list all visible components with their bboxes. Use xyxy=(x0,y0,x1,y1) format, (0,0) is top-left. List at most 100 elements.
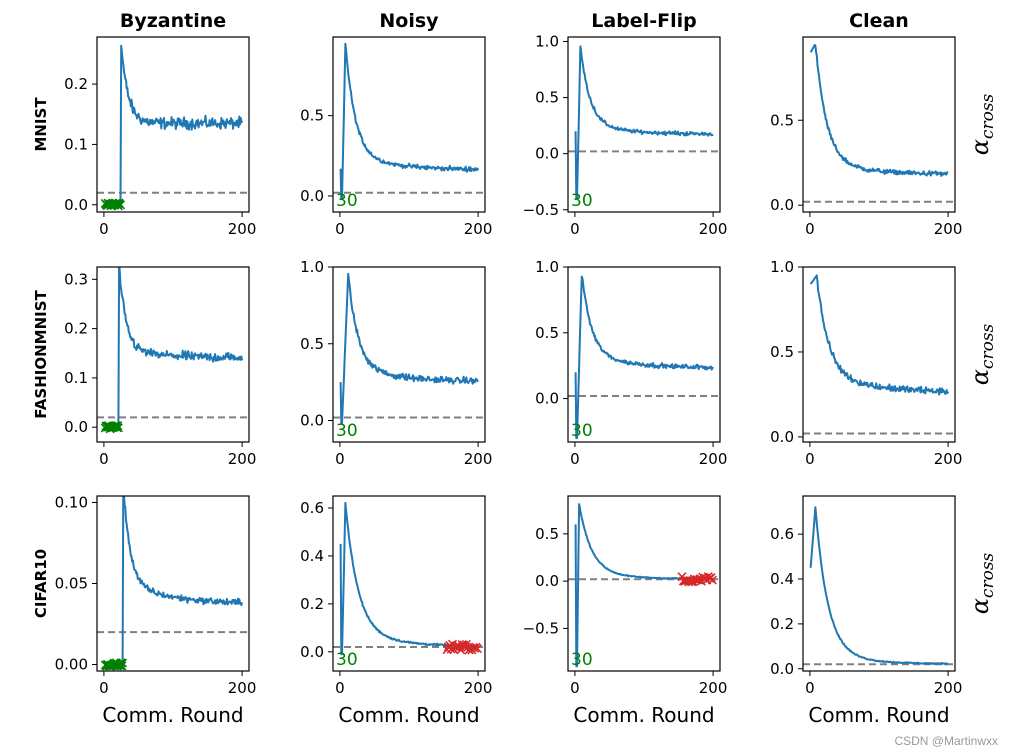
flag-marker xyxy=(118,658,128,668)
y-tick-label: 0.10 xyxy=(55,493,88,511)
x-axis-label: Comm. Round xyxy=(338,703,479,727)
x-tick-label: 200 xyxy=(228,220,257,238)
annotation-label: 30 xyxy=(571,421,593,441)
y-tick-label: 0.3 xyxy=(64,270,88,288)
axes-frame xyxy=(332,495,486,672)
y-tick-label: 0.5 xyxy=(770,343,794,361)
column-title-label-flip: Label-Flip xyxy=(591,10,696,32)
y-tick-label: 0.0 xyxy=(535,145,559,163)
annotation-label: 30 xyxy=(336,191,358,211)
series-line xyxy=(574,45,714,200)
y-tick-label: 0.2 xyxy=(64,75,88,93)
panel-mnist-label-flip: −0.5 0.0 0.5 1.0 0 200 30 xyxy=(523,32,728,238)
x-tick-label: 200 xyxy=(699,220,728,238)
x-tick-label: 0 xyxy=(335,220,345,238)
y-tick-label: 0.5 xyxy=(535,525,559,543)
panel-cifar10-clean: 0.0 0.2 0.4 0.6 0 200 xyxy=(770,495,963,697)
x-tick-label: 200 xyxy=(934,220,963,238)
x-axis-label: Comm. Round xyxy=(808,703,949,727)
flag-marker xyxy=(113,421,123,431)
panel-fashionmnist-byzantine: 0.0 0.1 0.2 0.3 0 200 xyxy=(64,266,257,468)
row-label-fashionmnist: FASHIONMNIST xyxy=(32,290,50,419)
x-tick-label: 0 xyxy=(99,450,109,468)
panel-mnist-byzantine: 0.0 0.1 0.2 0 200 xyxy=(64,36,257,238)
y-axis-label: αcross xyxy=(966,552,998,614)
y-tick-label: 0.4 xyxy=(770,570,794,588)
series-line xyxy=(809,44,949,177)
panel-mnist-clean: 0.0 0.5 0 200 xyxy=(770,36,963,238)
row-label-cifar10: CIFAR10 xyxy=(32,549,50,618)
y-tick-label: 1.0 xyxy=(770,258,794,276)
x-tick-label: 200 xyxy=(934,679,963,697)
series-line xyxy=(574,275,714,440)
column-title-noisy: Noisy xyxy=(379,10,439,32)
y-axis-label: αcross xyxy=(966,93,998,155)
x-tick-label: 0 xyxy=(335,450,345,468)
watermark: CSDN @Martinwxx xyxy=(894,734,998,748)
y-tick-label: 0.1 xyxy=(64,135,88,153)
bad-marker xyxy=(472,644,482,654)
series-line xyxy=(339,501,479,656)
annotation-label: 30 xyxy=(336,650,358,670)
axes-frame xyxy=(567,495,721,672)
y-tick-label: 0.2 xyxy=(64,320,88,338)
x-tick-label: 0 xyxy=(805,679,815,697)
y-tick-label: 0.6 xyxy=(300,499,324,517)
x-axis-label: Comm. Round xyxy=(573,703,714,727)
y-tick-label: 0.0 xyxy=(770,428,794,446)
axes-frame xyxy=(332,36,486,213)
panel-mnist-noisy: 0.0 0.5 0 200 30 xyxy=(300,36,492,238)
y-tick-label: 1.0 xyxy=(535,32,559,50)
axes-frame xyxy=(567,266,721,443)
y-tick-label: 0.00 xyxy=(55,656,88,674)
y-tick-label: 0.1 xyxy=(64,369,88,387)
flag-marker xyxy=(117,661,127,671)
x-tick-label: 200 xyxy=(699,450,728,468)
flag-marker xyxy=(112,423,122,433)
x-tick-label: 0 xyxy=(805,220,815,238)
x-tick-label: 0 xyxy=(570,220,580,238)
panel-cifar10-byzantine: 0.00 0.05 0.10 0 200 xyxy=(55,493,257,697)
x-tick-label: 0 xyxy=(805,450,815,468)
y-tick-label: 0.0 xyxy=(535,572,559,590)
row-label-mnist: MNIST xyxy=(32,97,50,152)
axes-frame xyxy=(96,495,250,672)
series-line xyxy=(103,496,244,667)
y-tick-label: 0.0 xyxy=(770,660,794,678)
annotation-label: 30 xyxy=(336,421,358,441)
panel-fashionmnist-noisy: 0.0 0.5 1.0 0 200 30 xyxy=(300,258,492,468)
y-tick-label: −0.5 xyxy=(523,619,559,637)
y-tick-label: 0.0 xyxy=(300,643,324,661)
x-tick-label: 0 xyxy=(99,220,109,238)
x-tick-label: 0 xyxy=(570,450,580,468)
series-line xyxy=(104,44,244,207)
column-title-clean: Clean xyxy=(849,10,909,32)
y-tick-label: 0.6 xyxy=(770,525,794,543)
axes-frame xyxy=(96,266,250,443)
axes-frame xyxy=(332,266,486,443)
panel-cifar10-noisy: 0.0 0.2 0.4 0.6 0 200 30 xyxy=(300,495,492,697)
x-tick-label: 200 xyxy=(228,450,257,468)
bad-markers xyxy=(442,639,482,655)
x-tick-label: 0 xyxy=(335,679,345,697)
y-axis-label: αcross xyxy=(966,323,998,385)
y-tick-label: 1.0 xyxy=(300,258,324,276)
y-tick-label: 0.5 xyxy=(770,111,794,129)
series-line xyxy=(809,274,950,396)
y-tick-label: 0.5 xyxy=(300,335,324,353)
series-line xyxy=(339,272,479,425)
y-tick-label: 0.2 xyxy=(300,595,324,613)
axes-frame xyxy=(567,36,721,213)
annotation-label: 30 xyxy=(571,191,593,211)
series-line xyxy=(339,42,480,201)
y-tick-label: 0.5 xyxy=(535,324,559,342)
column-title-byzantine: Byzantine xyxy=(120,10,226,32)
flag-marker xyxy=(113,423,123,433)
x-tick-label: 200 xyxy=(464,450,493,468)
axes-frame xyxy=(802,36,956,213)
flag-markers xyxy=(100,198,126,211)
y-tick-label: 0.0 xyxy=(300,412,324,430)
y-tick-label: 0.05 xyxy=(55,575,88,593)
y-tick-label: 0.5 xyxy=(535,89,559,107)
